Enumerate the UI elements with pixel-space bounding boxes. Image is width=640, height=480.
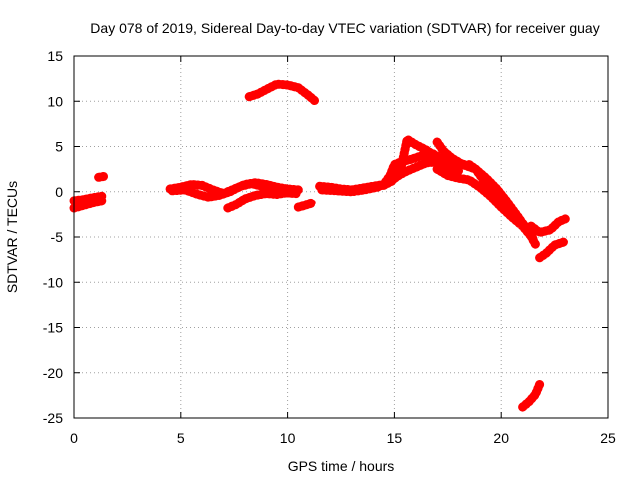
grid [74,56,608,418]
series-arc-late-4-markers [526,214,570,237]
ticks [73,55,609,419]
y-tick-label: 15 [47,48,63,64]
x-tick-label: 20 [493,430,509,446]
x-tick-label: 25 [600,430,616,446]
x-axis-label: GPS time / hours [288,458,395,474]
series-arc-late-5-markers [535,237,570,263]
y-tick-label: -25 [43,410,63,426]
series-arc-mid-3-markers [379,134,453,190]
series-arc-early-3-markers [94,171,109,182]
series-arc-low-markers [518,380,545,412]
x-tick-label: 0 [70,430,78,446]
y-axis-label: SDTVAR / TECUs [4,181,20,293]
y-tick-labels: -25 -20 -15 -10 -5 0 5 10 15 [43,48,63,426]
y-tick-label: -15 [43,320,63,336]
series-arc-late-3-markers [464,160,532,233]
y-tick-label: 0 [55,184,63,200]
x-tick-labels: 0 5 10 15 20 25 [70,430,616,446]
series-arc-main-3-markers [223,186,301,213]
y-tick-label: -10 [43,274,63,290]
chart-title: Day 078 of 2019, Sidereal Day-to-day VTE… [90,20,599,36]
series-arc-early-2-markers [69,191,107,206]
series-arc-main-4-markers [293,198,318,212]
x-tick-label: 5 [177,430,185,446]
y-tick-label: 5 [55,139,63,155]
x-tick-label: 10 [280,430,296,446]
y-tick-label: 10 [47,93,63,109]
y-tick-label: -20 [43,365,63,381]
data-series [69,79,570,412]
series-arc-high-markers [244,79,320,106]
series-arc-early-1-markers [69,196,107,213]
y-tick-label: -5 [51,229,64,245]
x-tick-label: 15 [387,430,403,446]
